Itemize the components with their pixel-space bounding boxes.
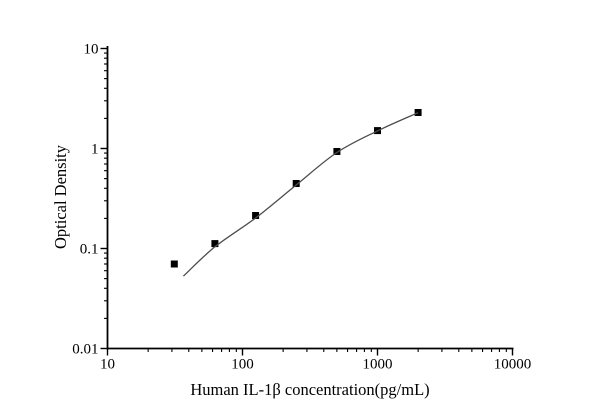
data-point-marker	[252, 212, 260, 219]
data-point-marker	[170, 260, 178, 268]
x-tick-label: 10000	[494, 357, 532, 373]
x-axis-title: Human IL-1β concentration(pg/mL)	[190, 380, 429, 399]
data-point-marker	[211, 240, 219, 248]
y-tick-label: 10	[84, 42, 99, 58]
data-point-marker	[333, 148, 341, 155]
x-tick-label: 100	[231, 357, 254, 373]
y-tick-label: 1	[91, 142, 99, 158]
axis-ticks	[100, 47, 514, 356]
data-point-marker	[292, 180, 300, 187]
axes	[106, 46, 514, 350]
y-tick-label: 0.01	[72, 342, 98, 358]
data-series	[170, 109, 422, 277]
y-axis-title: Optical Density	[51, 144, 70, 249]
x-tick-label: 1000	[363, 357, 393, 373]
data-point-marker	[414, 109, 422, 116]
axis-tick-labels: 10 100 1000 10000 10 1 0.1 0.01	[72, 42, 531, 373]
y-tick-label: 0.1	[80, 242, 99, 258]
fit-curve-line	[182, 112, 419, 277]
x-tick-label: 10	[100, 357, 115, 373]
